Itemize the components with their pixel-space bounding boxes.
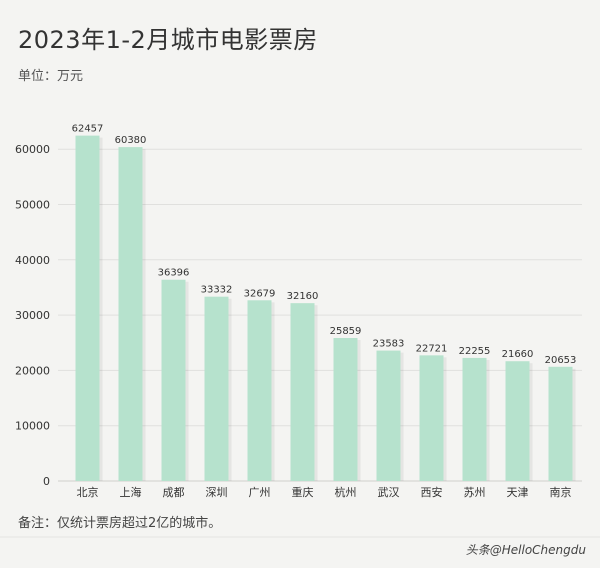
bar-杭州 [333, 337, 358, 481]
data-label: 32679 [244, 288, 276, 299]
x-tick-label: 杭州 [335, 485, 357, 499]
axis-labels: 0 10000 20000 30000 40000 50000 60000 62457 北京 60… [15, 124, 576, 499]
y-tick-label: 20000 [15, 364, 50, 377]
x-tick-label: 天津 [507, 486, 529, 499]
data-label: 22255 [459, 346, 491, 357]
x-tick-label: 北京 [77, 485, 99, 499]
y-tick-label: 10000 [15, 420, 50, 433]
bar-天津 [505, 361, 530, 481]
x-tick-label: 南京 [550, 485, 572, 499]
data-label: 23583 [373, 339, 405, 350]
footnote: 备注：仅统计票房超过2亿的城市。 [18, 516, 222, 531]
y-tick-label: 40000 [15, 254, 50, 267]
bar-武汉 [376, 350, 401, 481]
y-tick-label: 0 [43, 475, 50, 488]
bar-重庆 [290, 303, 315, 481]
data-label: 25859 [330, 326, 362, 337]
x-tick-label: 深圳 [206, 486, 228, 499]
bar-深圳 [204, 296, 229, 481]
watermark: 头条@HelloChengdu [465, 543, 586, 557]
x-tick-label: 成都 [163, 486, 185, 499]
bar-广州 [247, 300, 272, 481]
bar-成都 [161, 279, 186, 481]
y-tick-label: 30000 [15, 309, 50, 322]
bar-苏州 [462, 357, 487, 481]
bar-西安 [419, 355, 444, 481]
data-label: 33332 [201, 285, 233, 296]
x-tick-label: 西安 [421, 485, 443, 499]
unit-label: 单位：万元 [18, 69, 84, 84]
grid-lines [0, 148, 600, 538]
data-label: 60380 [115, 135, 147, 146]
chart-title: 2023年1-2月城市电影票房 [18, 26, 318, 54]
data-label: 36396 [158, 268, 190, 279]
data-label: 21660 [502, 349, 534, 360]
bar-南京 [548, 366, 573, 481]
data-label: 22721 [416, 343, 448, 354]
x-tick-label: 苏州 [464, 486, 486, 499]
x-tick-label: 上海 [120, 485, 142, 499]
y-tick-label: 50000 [15, 199, 50, 212]
data-label: 32160 [287, 291, 319, 302]
data-label: 62457 [72, 124, 104, 135]
bar-北京 [75, 135, 100, 481]
x-tick-label: 武汉 [378, 486, 400, 499]
bar-上海 [118, 147, 143, 481]
bars [75, 135, 576, 481]
y-tick-label: 60000 [15, 143, 50, 156]
data-label: 20653 [545, 355, 577, 366]
x-tick-label: 重庆 [292, 485, 314, 499]
x-tick-label: 广州 [249, 486, 271, 499]
